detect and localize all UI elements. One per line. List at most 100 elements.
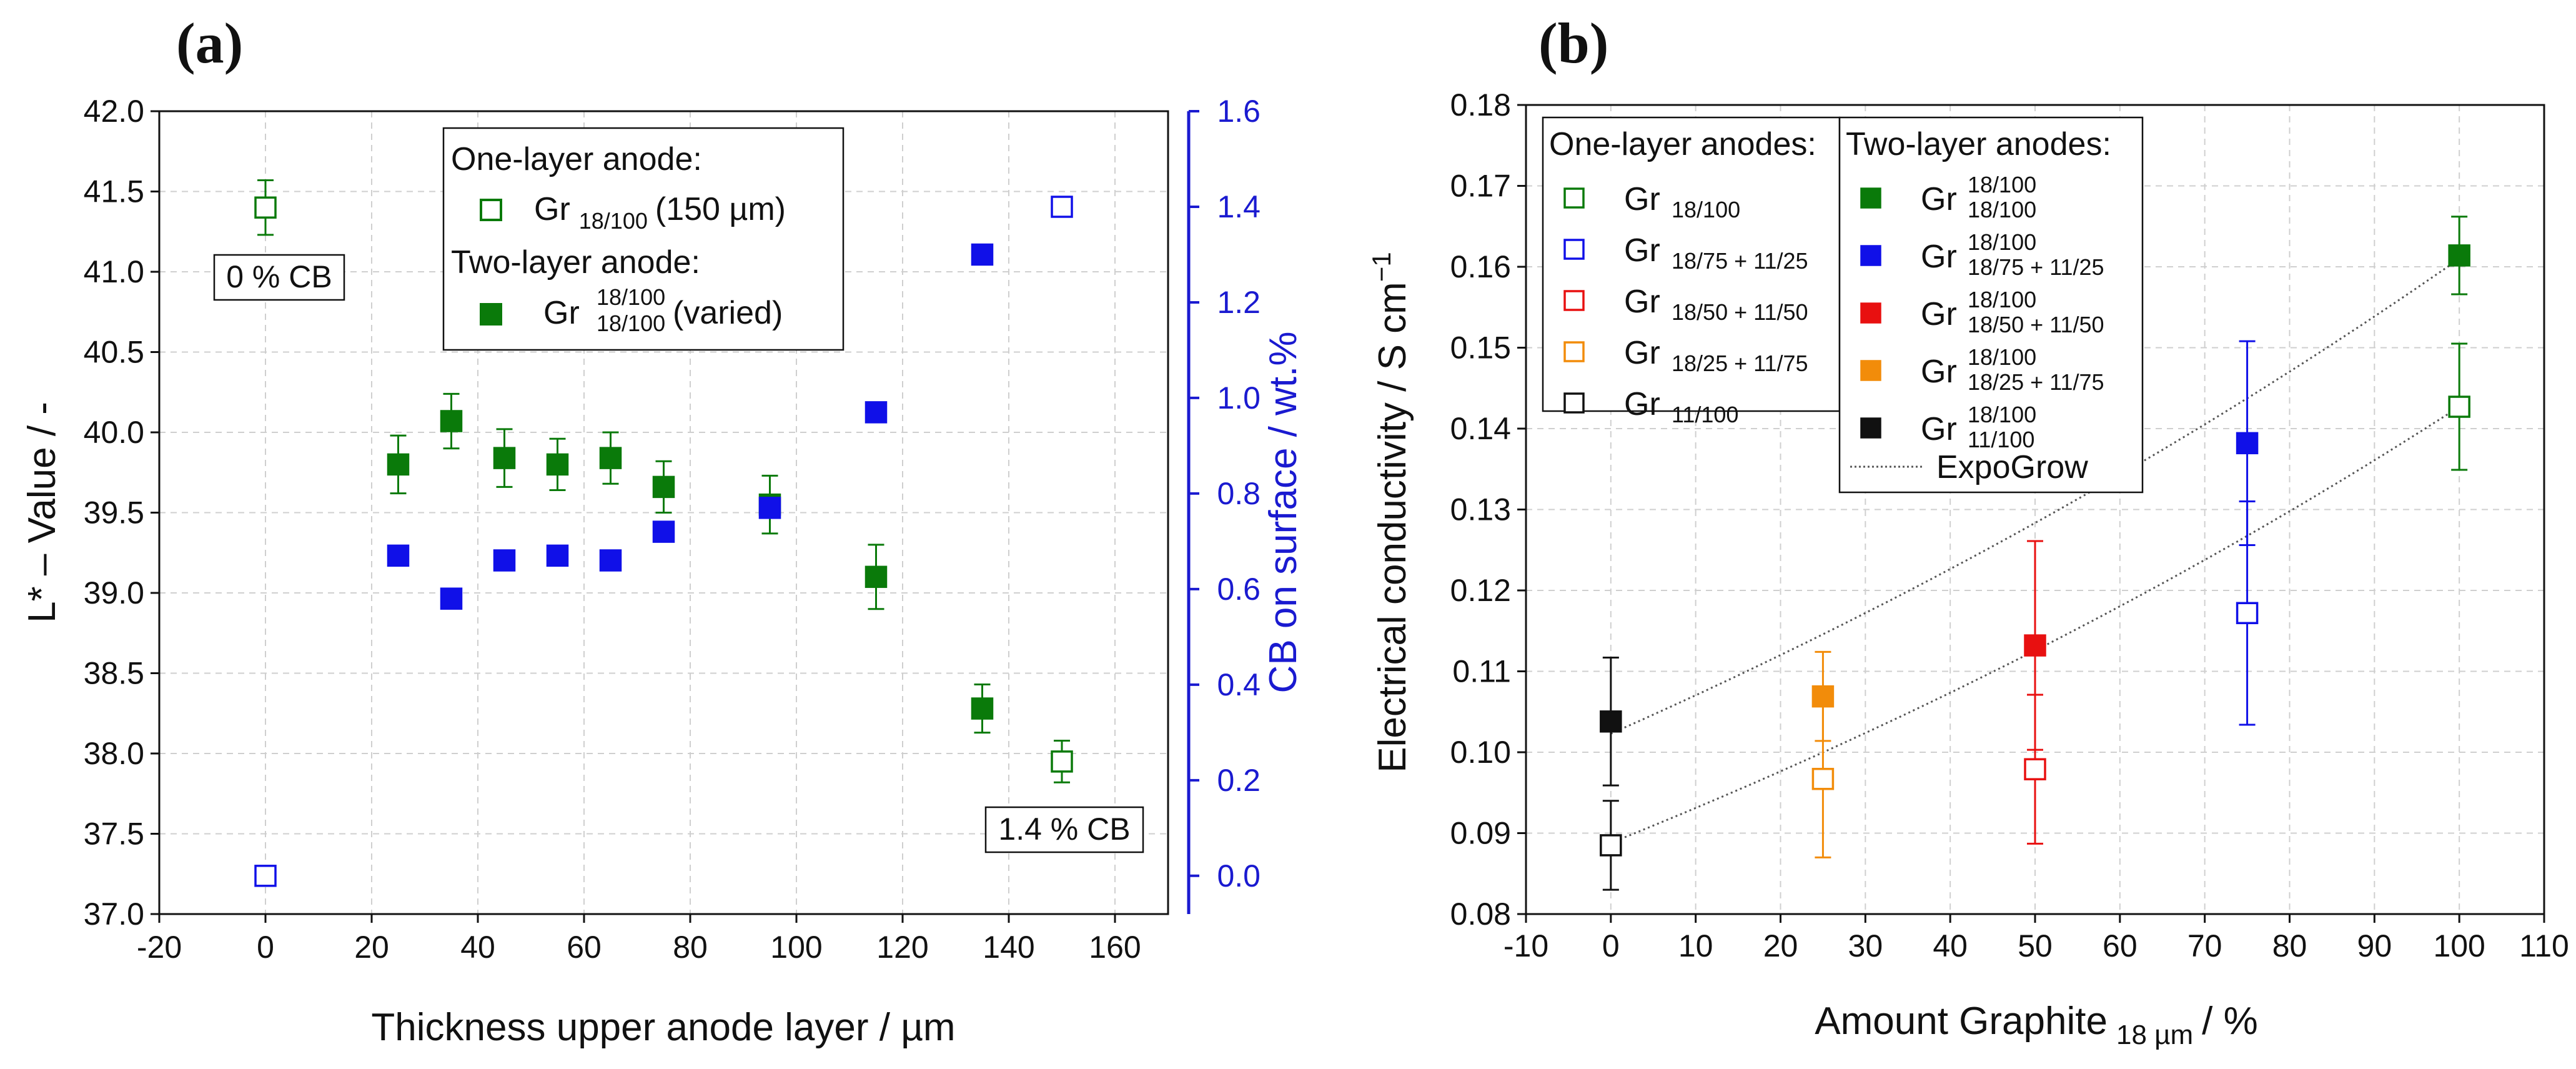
panel-a-annotation-0cb: 0 % CB — [213, 254, 345, 301]
panel-b-x-tick-label: 40 — [1933, 928, 1968, 963]
panel-a-y2-tick-label: 0.6 — [1217, 572, 1261, 607]
panel-a-legend-two-sub: 18/100 — [597, 311, 665, 336]
panel-b-legend-two-main: Gr — [1921, 354, 1957, 390]
panel-b-y-tick-label: 0.13 — [1450, 492, 1511, 527]
panel-a-x-tick-label: 20 — [354, 930, 389, 965]
panel-a-y-tick-label: 40.0 — [84, 415, 144, 450]
panel-a-x-tick-label: 60 — [567, 930, 602, 965]
panel-a-data-point-s3 — [387, 544, 410, 567]
panel-a-y-axis-label: L* – Value / - — [21, 402, 64, 623]
panel-a-data-point-s3 — [493, 549, 516, 572]
panel-a-data-point-s1 — [493, 447, 516, 469]
panel-b-legend-one-layer: One-layer anodes: Gr 18/100 Gr 18/75 + 11/2… — [1542, 116, 1841, 427]
panel-a-x-tick-label: 160 — [1089, 930, 1141, 965]
panel-a-legend-two-main: Gr — [543, 295, 580, 331]
panel-a-y-tick-label: 37.5 — [84, 817, 144, 852]
panel-a-annotation-0cb-text: 0 % CB — [226, 259, 332, 294]
panel-b-legend-two-sub: 18/100 — [1968, 197, 2036, 222]
panel-a-y-tick-label: 41.0 — [84, 254, 144, 289]
panel-a-y2-tick-label: 0.8 — [1217, 476, 1261, 511]
panel-a-data-point-s3 — [652, 520, 675, 543]
panel-b-x-tick-label: 60 — [2103, 928, 2138, 963]
panel-b: (b) -10 0 10 20 30 40 50 60 70 80 90 100 110 0.080.0… — [1367, 11, 2569, 1050]
panel-b-x-tick-label: 70 — [2187, 928, 2222, 963]
panel-a-data-point-s3 — [440, 587, 463, 610]
panel-a-legend-header-one: One-layer anode: — [451, 141, 702, 177]
panel-a-annotation-14cb-text: 1.4 % CB — [998, 812, 1130, 847]
panel-a-y2-tick-label: 1.6 — [1217, 94, 1261, 129]
panel-b-data-point-s1 — [1600, 710, 1622, 733]
panel-a-data-point-s1 — [599, 447, 622, 469]
panel-a-legend-one-suffix: (150 µm) — [655, 191, 786, 227]
panel-b-data-point-s0 — [2024, 758, 2046, 780]
panel-b-legend-one-main: Gr — [1624, 284, 1660, 320]
panel-a-legend-entry-one: Gr 18/100 (150 µm) — [534, 191, 786, 234]
panel-b-legend-one-header: One-layer anodes: — [1549, 126, 1816, 162]
panel-b-data-point-s1 — [1811, 685, 1835, 708]
panel-b-y-label-main: Electrical conductivity / S cm — [1371, 282, 1414, 773]
panel-a-legend-header-two: Two-layer anode: — [451, 244, 700, 281]
panel-b-x-label-sub: 18 µm — [2116, 1020, 2193, 1050]
panel-b-legend-one-main: Gr — [1624, 181, 1660, 217]
panel-a-data-point-s2 — [1051, 196, 1073, 218]
panel-a-y-tick-label: 39.5 — [84, 495, 144, 530]
panel-b-legend-two-marker — [1860, 302, 1881, 324]
panel-a-data-point-s0 — [1051, 750, 1073, 773]
panel-b-y-tick-label: 0.16 — [1450, 249, 1511, 284]
panel-b-legend-two-sup: 18/100 — [1968, 402, 2036, 427]
panel-a-x-tick-label: 100 — [770, 930, 822, 965]
panel-a-y-ticks: 37.0 37.5 38.0 38.5 39.0 39.5 40.0 40.5 41.0 41.5… — [84, 94, 159, 932]
panel-a-legend: One-layer anode: Gr 18/100 (150 µm) Two-la… — [442, 127, 845, 351]
panel-b-legend-one-main: Gr — [1624, 232, 1660, 269]
panel-a-data-point-s0 — [254, 196, 277, 219]
panel-a-y-tick-label: 40.5 — [84, 335, 144, 370]
panel-b-x-label-tail: / % — [2202, 1000, 2258, 1043]
panel-a-data-point-s1 — [864, 565, 888, 589]
panel-a-y-tick-label: 38.0 — [84, 736, 144, 771]
panel-b-x-tick-label: 80 — [2272, 928, 2307, 963]
panel-a-y-tick-label: 42.0 — [84, 94, 144, 129]
panel-b-legend-one-marker — [1563, 239, 1585, 260]
panel-b-legend-one-marker — [1563, 290, 1585, 311]
panel-a-x-tick-label: -20 — [137, 930, 182, 965]
panel-a-y2-tick-label: 1.2 — [1217, 285, 1261, 320]
panel-b-x-ticks: -10 0 10 20 30 40 50 60 70 80 90 100 110 — [1503, 914, 2569, 963]
panel-b-legend-two-sub: 18/25 + 11/75 — [1968, 369, 2104, 395]
panel-b-data-point-s1 — [2448, 244, 2470, 267]
panel-a-data-point-s3 — [758, 497, 781, 519]
panel-a-legend-box — [442, 127, 845, 351]
panel-b-legend-one-marker — [1563, 341, 1585, 362]
panel-b-data-point-s1 — [2236, 432, 2259, 455]
panel-a-data-point-s1 — [652, 475, 675, 499]
panel-b-legend-one-sub: 18/75 + 11/25 — [1672, 248, 1808, 274]
panel-a-data-point-s3 — [546, 544, 569, 567]
panel-b-x-axis-label: Amount Graphite 18 µm / % — [1815, 1000, 2257, 1050]
panel-a-x-ticks: -20 0 20 40 60 80 100 120 140 160 — [137, 914, 1141, 965]
panel-b-legend-one-marker — [1563, 392, 1585, 414]
panel-b-fit-line-1 — [1610, 257, 2460, 735]
panel-b-label: (b) — [1538, 11, 1608, 75]
panel-b-legend-two-marker — [1860, 187, 1881, 209]
panel-b-legend-two-sup: 18/100 — [1968, 287, 2036, 312]
panel-b-x-tick-label: 110 — [2519, 928, 2569, 963]
panel-a-data-point-s1 — [971, 697, 994, 720]
panel-a-y2-tick-label: 1.4 — [1217, 189, 1261, 224]
panel-a-data-point-s1 — [440, 410, 463, 432]
panel-b-legend-two-sub: 11/100 — [1968, 427, 2034, 452]
panel-a-legend-marker-two — [480, 303, 502, 326]
panel-b-x-tick-label: 20 — [1763, 928, 1798, 963]
panel-a-x-tick-label: 120 — [876, 930, 928, 965]
panel-a-y2-axis-label: CB on surface / wt.% — [1262, 332, 1305, 694]
panel-a-x-tick-label: 40 — [460, 930, 495, 965]
panel-b-data-point-s0 — [1600, 834, 1622, 857]
panel-b-y-ticks: 0.08 0.09 0.10 0.11 0.12 0.13 0.14 0.15 0.16 0.17… — [1450, 87, 1526, 932]
panel-a-x-tick-label: 140 — [983, 930, 1034, 965]
panel-b-legend-one-marker — [1563, 187, 1585, 209]
panel-b-y-tick-label: 0.08 — [1450, 897, 1511, 932]
panel-a-data-point-s3 — [599, 549, 622, 572]
panel-a-x-axis-label: Thickness upper anode layer / µm — [371, 1006, 955, 1049]
panel-b-legend-one-main: Gr — [1624, 335, 1660, 371]
panel-b-data-point-s0 — [2448, 395, 2470, 418]
